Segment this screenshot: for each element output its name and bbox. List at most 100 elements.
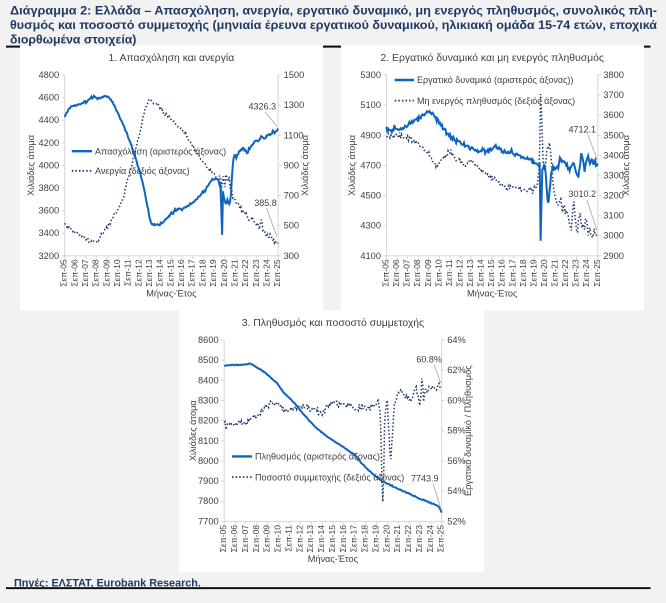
svg-text:3800: 3800: [39, 183, 60, 193]
svg-text:4000: 4000: [39, 160, 60, 170]
svg-text:Σεπ-20: Σεπ-20: [219, 259, 229, 287]
svg-text:5100: 5100: [360, 100, 381, 110]
svg-text:Σεπ-09: Σεπ-09: [423, 259, 433, 287]
svg-text:Εργατικό δυναμικό / Πληθυσμός: Εργατικό δυναμικό / Πληθυσμός: [463, 365, 473, 496]
svg-text:3600: 3600: [603, 110, 624, 120]
svg-text:Σεπ-13: Σεπ-13: [305, 525, 315, 553]
svg-text:Σεπ-25: Σεπ-25: [592, 259, 602, 287]
svg-text:Σεπ-05: Σεπ-05: [218, 525, 228, 553]
svg-text:Σεπ-16: Σεπ-16: [497, 259, 507, 287]
svg-text:Σεπ-23: Σεπ-23: [414, 525, 424, 553]
svg-text:Μήνας-Έτος: Μήνας-Έτος: [308, 554, 359, 564]
svg-text:Σεπ-18: Σεπ-18: [518, 259, 528, 287]
svg-text:3200: 3200: [603, 191, 624, 201]
svg-text:Σεπ-07: Σεπ-07: [402, 259, 412, 287]
svg-text:Σεπ-19: Σεπ-19: [208, 259, 218, 287]
svg-text:7900: 7900: [198, 476, 219, 486]
svg-text:8500: 8500: [198, 355, 219, 365]
svg-text:Ποσοστό συμμετοχής (δεξιός άξο: Ποσοστό συμμετοχής (δεξιός άξονας): [255, 472, 404, 482]
svg-text:Ανεργία (δεξιός άξονας): Ανεργία (δεξιός άξονας): [95, 166, 190, 176]
svg-text:Σεπ-21: Σεπ-21: [392, 525, 402, 553]
svg-text:8100: 8100: [198, 436, 219, 446]
svg-text:7700: 7700: [198, 516, 219, 526]
svg-text:3500: 3500: [603, 130, 624, 140]
svg-text:3100: 3100: [603, 211, 624, 221]
svg-text:Χιλιάδες άτομα: Χιλιάδες άτομα: [26, 134, 36, 196]
svg-text:Σεπ-22: Σεπ-22: [560, 259, 570, 287]
svg-text:Σεπ-17: Σεπ-17: [187, 259, 197, 287]
svg-text:Σεπ-15: Σεπ-15: [165, 259, 175, 287]
svg-text:Χιλιάδες άτομα: Χιλιάδες άτομα: [300, 134, 310, 196]
svg-text:3800: 3800: [603, 70, 624, 80]
svg-text:8200: 8200: [198, 416, 219, 426]
svg-text:Σεπ-24: Σεπ-24: [581, 259, 591, 287]
svg-text:3400: 3400: [603, 150, 624, 160]
svg-text:Σεπ-12: Σεπ-12: [133, 259, 143, 287]
svg-text:Σεπ-16: Σεπ-16: [338, 525, 348, 553]
svg-text:Μήνας-Έτος: Μήνας-Έτος: [467, 289, 518, 299]
svg-text:Σεπ-12: Σεπ-12: [455, 259, 465, 287]
svg-text:54%: 54%: [447, 486, 466, 496]
svg-text:2900: 2900: [603, 251, 624, 261]
svg-text:1100: 1100: [284, 130, 304, 140]
svg-text:64%: 64%: [447, 335, 466, 345]
svg-text:Σεπ-12: Σεπ-12: [294, 525, 304, 553]
svg-text:385.8: 385.8: [254, 198, 277, 208]
svg-text:Σεπ-07: Σεπ-07: [80, 259, 90, 287]
svg-text:60.8%: 60.8%: [416, 355, 442, 365]
svg-text:Σεπ-09: Σεπ-09: [101, 259, 111, 287]
svg-text:Σεπ-23: Σεπ-23: [251, 259, 261, 287]
svg-text:3010.2: 3010.2: [568, 189, 596, 199]
svg-text:4700: 4700: [360, 160, 381, 170]
svg-text:Σεπ-25: Σεπ-25: [272, 259, 282, 287]
svg-text:Σεπ-14: Σεπ-14: [155, 259, 165, 287]
svg-text:Σεπ-10: Σεπ-10: [273, 525, 283, 553]
svg-text:62%: 62%: [447, 365, 466, 375]
svg-text:8300: 8300: [198, 396, 219, 406]
svg-text:Σεπ-22: Σεπ-22: [403, 525, 413, 553]
svg-text:Σεπ-15: Σεπ-15: [327, 525, 337, 553]
svg-text:Πληθυσμός (αριστερός άξονας): Πληθυσμός (αριστερός άξονας): [255, 452, 380, 462]
svg-text:Σεπ-21: Σεπ-21: [229, 259, 239, 287]
svg-text:4326.3: 4326.3: [248, 102, 276, 112]
svg-text:διορθωμένα στοιχεία): διορθωμένα στοιχεία): [10, 33, 136, 47]
svg-text:4400: 4400: [39, 115, 60, 125]
svg-text:Σεπ-13: Σεπ-13: [465, 259, 475, 287]
svg-text:Σεπ-13: Σεπ-13: [144, 259, 154, 287]
svg-text:Σεπ-17: Σεπ-17: [349, 525, 359, 553]
svg-text:Σεπ-11: Σεπ-11: [123, 259, 133, 286]
svg-text:4300: 4300: [360, 221, 381, 231]
svg-text:Σεπ-15: Σεπ-15: [486, 259, 496, 287]
svg-text:Σεπ-10: Σεπ-10: [433, 259, 443, 287]
svg-text:4500: 4500: [360, 191, 381, 201]
svg-text:Χιλιάδες άτομα: Χιλιάδες άτομα: [188, 400, 198, 462]
svg-text:7800: 7800: [198, 496, 219, 506]
svg-text:1500: 1500: [284, 70, 305, 80]
svg-text:4712.1: 4712.1: [568, 125, 596, 135]
svg-text:Σεπ-22: Σεπ-22: [240, 259, 250, 287]
svg-text:4800: 4800: [39, 70, 60, 80]
svg-text:Σεπ-09: Σεπ-09: [262, 525, 272, 553]
svg-text:60%: 60%: [447, 396, 466, 406]
svg-text:Σεπ-05: Σεπ-05: [381, 259, 391, 287]
svg-text:Σεπ-06: Σεπ-06: [69, 259, 79, 287]
svg-text:8600: 8600: [198, 335, 219, 345]
svg-text:Σεπ-18: Σεπ-18: [197, 259, 207, 287]
svg-text:Σεπ-07: Σεπ-07: [240, 525, 250, 553]
svg-text:Σεπ-16: Σεπ-16: [176, 259, 186, 287]
svg-text:Χιλιάδες άτομα: Χιλιάδες άτομα: [347, 134, 357, 196]
svg-text:Σεπ-14: Σεπ-14: [316, 525, 326, 553]
svg-text:3000: 3000: [603, 231, 624, 241]
svg-text:Σεπ-06: Σεπ-06: [229, 525, 239, 553]
svg-text:Σεπ-19: Σεπ-19: [528, 259, 538, 287]
svg-text:Χιλιάδες άτομα: Χιλιάδες άτομα: [621, 134, 631, 196]
svg-text:Σεπ-14: Σεπ-14: [476, 259, 486, 287]
svg-text:8400: 8400: [198, 375, 219, 385]
svg-text:Διάγραμμα 2: Ελλάδα – Απασχόλη: Διάγραμμα 2: Ελλάδα – Απασχόληση, ανεργί…: [10, 3, 657, 17]
svg-text:3300: 3300: [603, 170, 624, 180]
svg-text:Σεπ-06: Σεπ-06: [391, 259, 401, 287]
svg-text:Σεπ-18: Σεπ-18: [360, 525, 370, 553]
svg-text:Σεπ-20: Σεπ-20: [539, 259, 549, 287]
svg-text:Σεπ-10: Σεπ-10: [112, 259, 122, 287]
svg-text:1. Απασχόληση και ανεργία: 1. Απασχόληση και ανεργία: [109, 52, 235, 64]
